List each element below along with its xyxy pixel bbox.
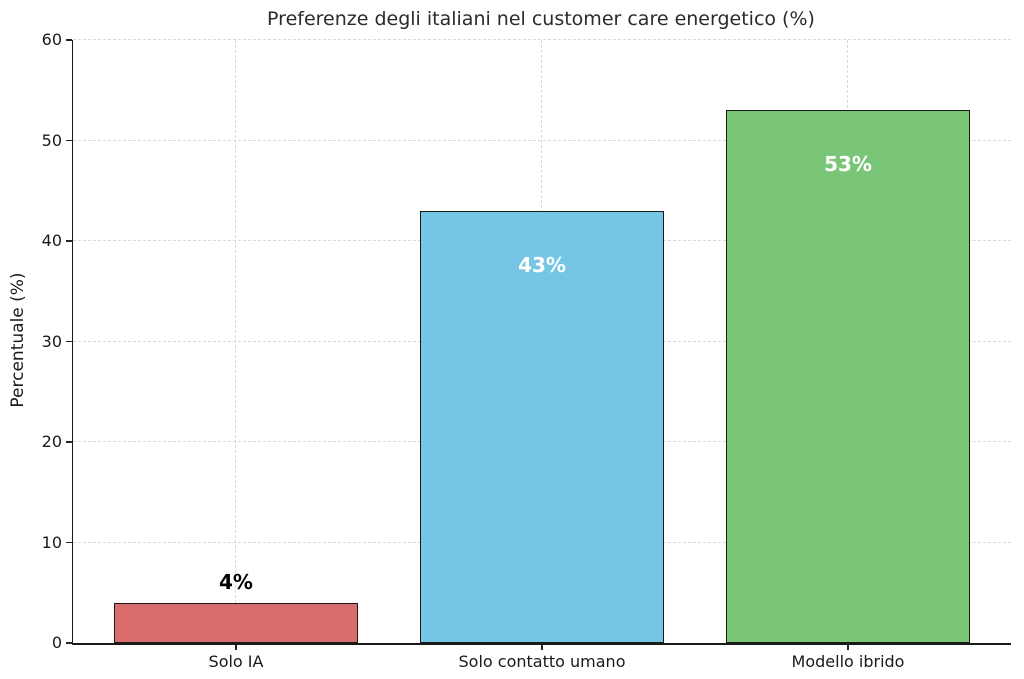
y-tick-mark xyxy=(66,240,72,242)
x-gridline xyxy=(235,40,237,643)
bar-value-label: 53% xyxy=(824,152,872,177)
y-tick-label: 40 xyxy=(41,231,62,250)
x-tick-mark xyxy=(235,645,237,650)
bar xyxy=(725,110,971,643)
y-tick-label: 50 xyxy=(41,130,62,150)
x-tick-label: Solo IA xyxy=(208,652,264,671)
bar xyxy=(419,210,665,643)
y-tick-label: 20 xyxy=(41,432,62,451)
y-tick-mark xyxy=(66,441,72,443)
x-tick-mark xyxy=(541,645,543,650)
x-tick-label: Solo contatto umano xyxy=(458,652,626,671)
x-tick-label: Modello ibrido xyxy=(791,652,905,671)
x-tick-mark xyxy=(847,645,849,650)
y-axis-label: Percentuale (%) xyxy=(8,272,28,408)
bar-value-label: 4% xyxy=(219,569,253,594)
y-tick-label: 60 xyxy=(41,30,62,49)
y-tick-label: 10 xyxy=(41,532,62,552)
y-tick-mark xyxy=(66,340,72,343)
bar xyxy=(113,602,359,643)
y-tick-mark xyxy=(66,642,72,644)
y-tick-mark xyxy=(66,541,72,544)
y-tick-label: 0 xyxy=(51,633,62,652)
y-gridline xyxy=(73,39,1011,41)
bar-value-label: 43% xyxy=(518,252,566,277)
y-tick-mark xyxy=(66,39,72,41)
plot-area: 0 10 20 30 40 50 60 Solo IA 4% Solo contatto uman… xyxy=(42,30,1011,671)
y-tick-mark xyxy=(66,139,72,142)
y-tick-label: 30 xyxy=(41,331,62,351)
chart-title: Preferenze degli italiani nel customer c… xyxy=(267,8,815,30)
